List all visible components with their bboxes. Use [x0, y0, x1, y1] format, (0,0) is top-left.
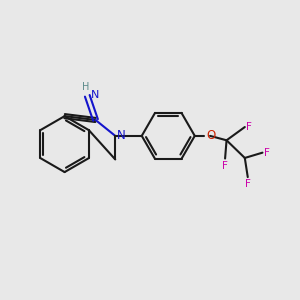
- Text: H: H: [82, 82, 89, 92]
- Text: F: F: [246, 122, 252, 132]
- Text: O: O: [206, 129, 215, 142]
- Text: F: F: [245, 179, 251, 189]
- Text: F: F: [222, 161, 227, 171]
- Text: N: N: [117, 129, 126, 142]
- Text: F: F: [264, 148, 270, 158]
- Text: N: N: [91, 90, 99, 100]
